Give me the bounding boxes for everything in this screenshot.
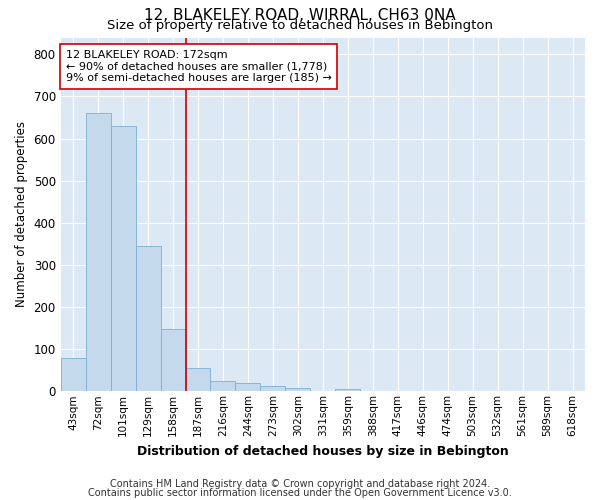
Text: 12 BLAKELEY ROAD: 172sqm
← 90% of detached houses are smaller (1,778)
9% of semi: 12 BLAKELEY ROAD: 172sqm ← 90% of detach… [66, 50, 332, 83]
Bar [185, 368, 211, 392]
Bar [161, 330, 185, 392]
Bar [260, 386, 286, 392]
Text: 12, BLAKELEY ROAD, WIRRAL, CH63 0NA: 12, BLAKELEY ROAD, WIRRAL, CH63 0NA [144, 8, 456, 22]
Text: Size of property relative to detached houses in Bebington: Size of property relative to detached ho… [107, 19, 493, 32]
Bar [286, 388, 310, 392]
Bar [61, 358, 86, 392]
Bar [335, 388, 360, 392]
Text: Contains public sector information licensed under the Open Government Licence v3: Contains public sector information licen… [88, 488, 512, 498]
Bar [136, 246, 161, 392]
Bar [235, 383, 260, 392]
Bar [211, 380, 235, 392]
Text: Contains HM Land Registry data © Crown copyright and database right 2024.: Contains HM Land Registry data © Crown c… [110, 479, 490, 489]
Y-axis label: Number of detached properties: Number of detached properties [15, 122, 28, 308]
X-axis label: Distribution of detached houses by size in Bebington: Distribution of detached houses by size … [137, 444, 509, 458]
Bar [86, 114, 110, 392]
Bar [110, 126, 136, 392]
